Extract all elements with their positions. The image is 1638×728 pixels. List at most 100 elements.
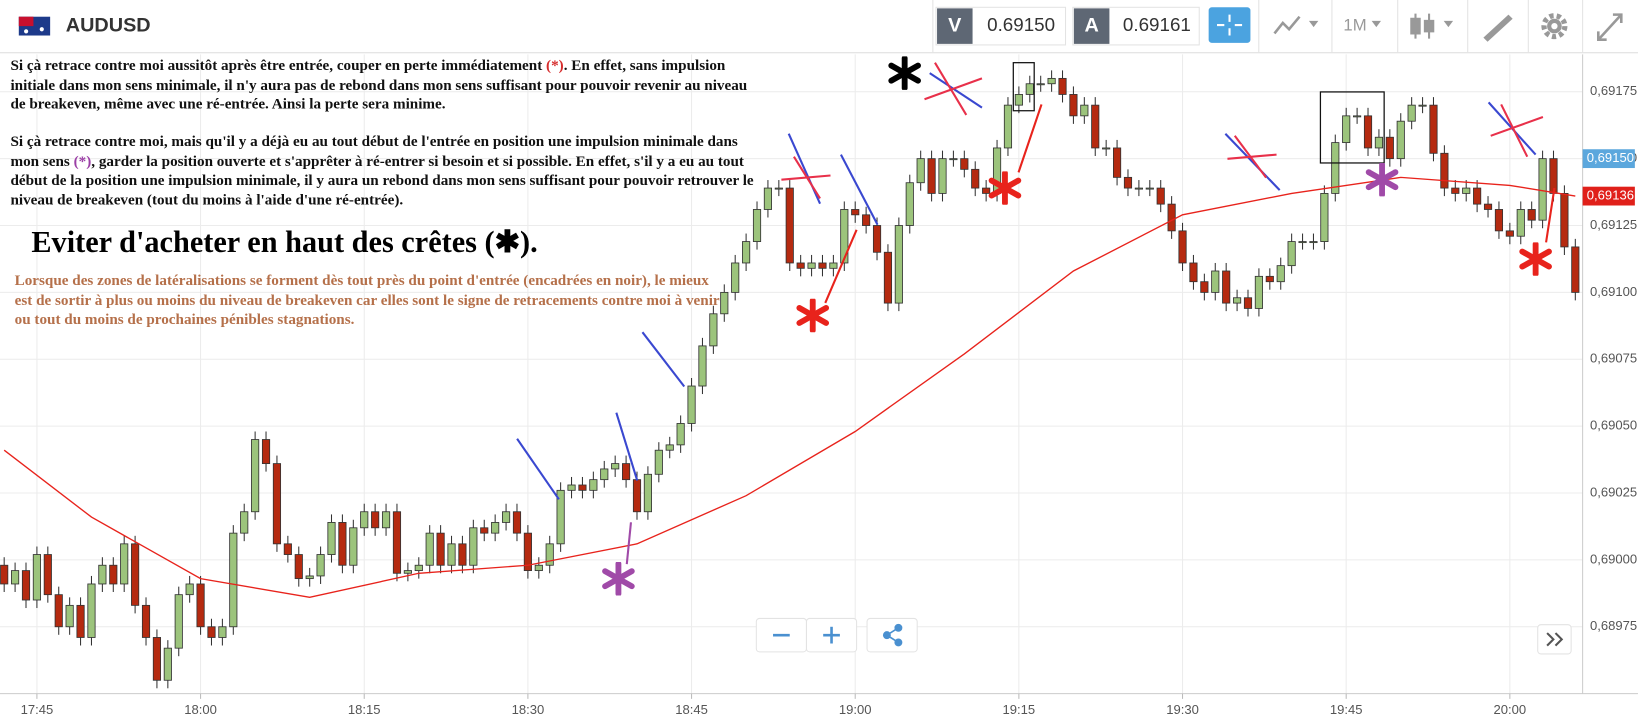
candle-body xyxy=(1211,270,1220,293)
candle-body xyxy=(720,291,729,315)
candle-body xyxy=(207,626,216,638)
candle-body xyxy=(371,511,380,529)
candle-body xyxy=(600,468,609,481)
candle-body xyxy=(1156,187,1165,205)
candle-body xyxy=(589,479,598,491)
grid xyxy=(0,54,1583,694)
candle-body xyxy=(774,187,783,190)
candle-body xyxy=(1353,115,1362,118)
candle-body xyxy=(1134,187,1143,190)
note-text: . En effet, sans impulsion initiale dans… xyxy=(10,57,748,113)
candle-body xyxy=(403,570,412,574)
candle-body xyxy=(1298,241,1307,244)
candle-body xyxy=(763,187,773,210)
candle-body xyxy=(360,511,369,529)
buy-price: 0.69161 xyxy=(1123,14,1191,35)
note-3: Lorsque des zones de latéralisations se … xyxy=(14,272,720,329)
candle-body xyxy=(316,554,325,577)
candle-body xyxy=(1473,187,1482,205)
candle-body xyxy=(1091,104,1100,149)
price-badge-label: 0,69136 xyxy=(1587,188,1634,203)
sell-price: 0.69150 xyxy=(987,14,1055,35)
toolbar-graphics: AUDUSD V 0.69150 A 0.69161 1M xyxy=(18,0,1623,53)
candle-body xyxy=(141,604,151,638)
candle-body xyxy=(1102,147,1111,150)
x-tick-label: 19:45 xyxy=(1330,702,1363,717)
chart-type-button[interactable] xyxy=(1273,15,1319,35)
y-tick-label: 0,69050 xyxy=(1590,418,1637,433)
candle-body xyxy=(1538,158,1547,221)
candle-body xyxy=(196,583,205,628)
y-tick-label: 0,68975 xyxy=(1590,618,1637,633)
fullscreen-button[interactable] xyxy=(1596,13,1623,42)
candle-body xyxy=(938,158,947,194)
candle-body xyxy=(54,594,63,628)
candle-body xyxy=(1396,120,1405,160)
candle-body xyxy=(185,583,194,596)
candle-body xyxy=(1516,209,1525,237)
candle-type-button[interactable] xyxy=(1410,13,1454,39)
candle-body xyxy=(109,564,118,585)
candle-body xyxy=(1025,83,1034,95)
timeframe[interactable]: 1M xyxy=(1343,16,1366,35)
candle-body xyxy=(305,575,314,580)
candle-body xyxy=(1363,115,1373,149)
candle-body xyxy=(1058,77,1067,95)
candle-body xyxy=(1331,142,1340,194)
candle-body xyxy=(261,439,271,465)
candle-body xyxy=(1527,209,1536,221)
candle-body xyxy=(1233,297,1242,304)
candle-body xyxy=(458,543,467,566)
candle-body xyxy=(1047,77,1056,85)
candle-body xyxy=(218,626,227,638)
candle-body xyxy=(687,385,696,424)
candle-body xyxy=(785,187,794,264)
y-tick-label: 0,69100 xyxy=(1590,284,1637,299)
settings-button[interactable] xyxy=(1541,13,1568,40)
candle-body xyxy=(229,532,238,628)
candle-body xyxy=(916,158,925,184)
candle-body xyxy=(1571,246,1580,293)
candle-body xyxy=(709,313,718,347)
candle-body xyxy=(1123,176,1133,189)
candle-body xyxy=(1080,104,1089,117)
candle-body xyxy=(425,532,434,566)
candle-body xyxy=(1309,241,1318,244)
candle-body xyxy=(152,637,162,681)
sell-label: V xyxy=(948,14,962,36)
candle-body xyxy=(1440,152,1449,189)
draw-button[interactable] xyxy=(1483,14,1513,42)
candle-body xyxy=(1036,83,1045,86)
buy-label: A xyxy=(1084,14,1098,36)
candle-body xyxy=(545,543,554,566)
candle-body xyxy=(1483,203,1493,210)
candle-body xyxy=(523,532,532,572)
note-text: Si çà retrace contre moi aussitôt après … xyxy=(10,57,547,75)
candle-body xyxy=(905,182,914,226)
candle-body xyxy=(512,511,522,534)
candle-body xyxy=(272,463,282,545)
candle-body xyxy=(1145,187,1154,190)
candle-body xyxy=(894,225,903,304)
candle-body xyxy=(796,262,805,269)
candle-body xyxy=(392,511,402,574)
y-tick-label: 0,69000 xyxy=(1590,551,1637,566)
toolbar: AUDUSD V 0.69150 A 0.69161 1M xyxy=(0,0,1638,54)
candle-body xyxy=(1287,241,1296,267)
note-mark: (*) xyxy=(73,153,92,170)
crosshair-button[interactable] xyxy=(1208,7,1251,43)
candle-body xyxy=(1014,94,1023,106)
candle-body xyxy=(1189,262,1198,283)
candle-body xyxy=(578,484,587,491)
candle-body xyxy=(676,423,685,446)
candle-body xyxy=(567,484,576,491)
candle-body xyxy=(491,522,500,534)
share-button[interactable] xyxy=(866,617,918,653)
x-tick-label: 19:30 xyxy=(1166,702,1199,717)
candle-body xyxy=(654,449,663,475)
candle-body xyxy=(163,647,172,681)
candle-body xyxy=(665,444,674,451)
candle-body xyxy=(1112,147,1122,178)
candle-body xyxy=(240,511,249,534)
